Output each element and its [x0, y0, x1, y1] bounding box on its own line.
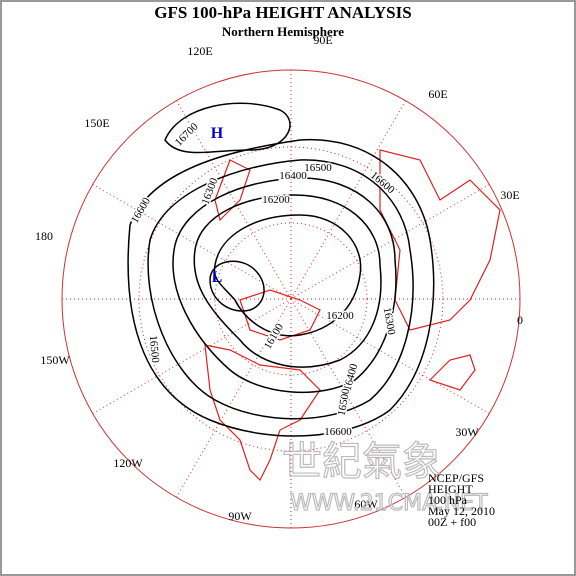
longitude-label: 150W	[40, 353, 70, 367]
longitude-label: 0	[517, 313, 523, 327]
longitude-label: 60W	[354, 497, 378, 511]
info-line: HEIGHT	[428, 482, 473, 496]
title: GFS 100-hPa HEIGHT ANALYSIS	[154, 3, 411, 22]
longitude-label: 90W	[228, 509, 252, 523]
longitude-label: 30W	[455, 425, 479, 439]
info-line: 100 hPa	[428, 493, 468, 507]
longitude-label: 180	[35, 229, 53, 243]
longitude-label: 90E	[313, 33, 332, 47]
watermark-url: WWW.21CMA.NET	[290, 491, 488, 516]
high-center: H	[211, 125, 224, 142]
info-line: May 12, 2010	[428, 504, 495, 518]
contour-label: 16500	[304, 162, 332, 174]
contours	[127, 102, 435, 437]
subtitle: Northern Hemisphere	[222, 24, 344, 39]
contour-label: 16200	[262, 194, 290, 206]
low-center: L	[212, 269, 223, 286]
contour-label: 16600	[324, 426, 352, 438]
contour-label: 16200	[326, 310, 354, 322]
info-line: 00Z + f00	[428, 515, 476, 529]
coastlines	[204, 149, 501, 482]
watermark-chinese: 世紀氣象	[282, 439, 442, 485]
contour-label: 16300	[381, 307, 398, 337]
longitude-label: 150E	[84, 116, 109, 130]
graticule	[61, 69, 521, 529]
longitude-label: 120W	[113, 456, 143, 470]
info-line: NCEP/GFS	[428, 471, 484, 485]
longitude-label: 120E	[187, 44, 212, 58]
longitude-label: 60E	[428, 87, 447, 101]
contour-label: 16500	[147, 335, 161, 364]
longitude-label: 30E	[500, 188, 519, 202]
contour-label: 16400	[279, 170, 307, 182]
